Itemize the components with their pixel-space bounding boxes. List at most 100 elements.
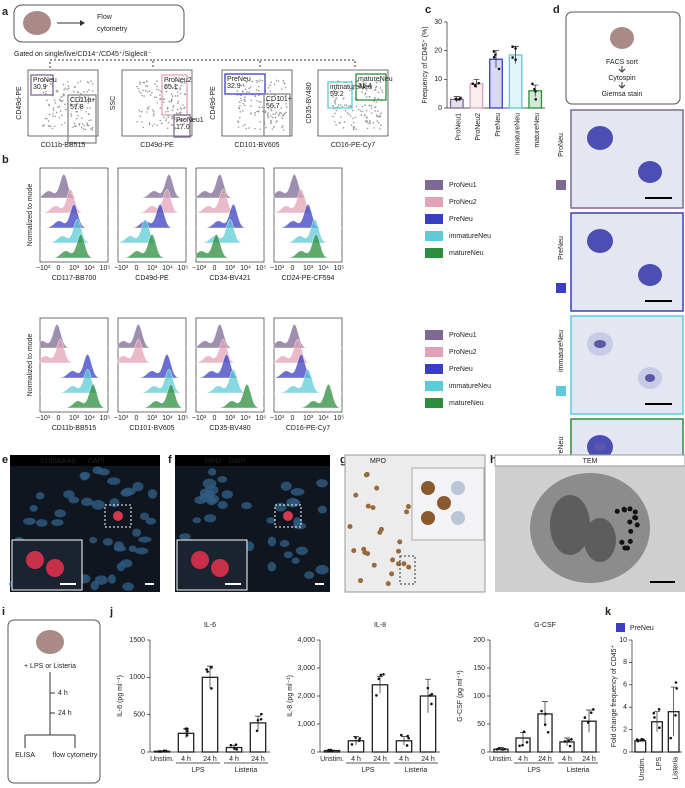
x-tick-label: 10⁵ [256, 265, 267, 272]
event-dot [176, 95, 179, 97]
replicate-dot [642, 738, 645, 742]
nucleus [594, 340, 606, 348]
x-tick-label: 0 [213, 415, 217, 422]
replicate-dot [377, 677, 381, 681]
event-dot [176, 79, 178, 82]
event-dot [369, 122, 371, 125]
event-dot [77, 114, 79, 117]
event-dot [369, 84, 371, 86]
event-dot [240, 94, 242, 96]
nucleus [217, 500, 228, 510]
event-dot [242, 125, 245, 127]
event-dot [179, 124, 181, 126]
event-dot [53, 99, 56, 102]
event-dot [159, 119, 162, 122]
cell [370, 505, 376, 511]
x-tick-label: 10⁵ [256, 415, 267, 422]
nucleus [645, 374, 655, 382]
x-tick-label: 24 h [373, 756, 387, 763]
event-dot [48, 103, 50, 106]
panel-letter: g [340, 454, 347, 466]
event-dot [179, 92, 182, 95]
legend-label: immatureNeu [449, 383, 491, 390]
event-dot [345, 104, 348, 106]
event-dot [270, 122, 272, 124]
gate-value: 17.0 [176, 124, 190, 131]
legend-swatch [425, 364, 443, 374]
event-dot [60, 114, 63, 117]
event-dot [260, 101, 262, 103]
x-tick-label: 10³ [303, 265, 314, 272]
x-tick-label: 10³ [225, 265, 236, 272]
cell [396, 548, 402, 554]
replicate-dot [186, 730, 189, 733]
replicate-dot [669, 736, 672, 740]
event-dot [351, 109, 354, 112]
event-dot [144, 89, 147, 92]
event-dot [141, 94, 143, 97]
nucleus [109, 498, 120, 508]
event-dot [178, 112, 181, 114]
event-dot [165, 118, 168, 120]
legend-label: PreNeu [449, 216, 473, 223]
gate-value: 32.9 [227, 83, 241, 90]
granule [632, 509, 638, 515]
replicate-dot [206, 670, 209, 673]
event-dot [265, 126, 267, 129]
event-dot [162, 101, 165, 103]
gating-text: Gated on single/live/CD14⁻/CD45⁺/Siglec8… [14, 51, 151, 58]
replicate-dot [260, 712, 263, 716]
legend-swatch [616, 623, 625, 632]
event-dot [359, 85, 361, 88]
event-dot [337, 87, 340, 90]
event-dot [261, 106, 264, 108]
nucleus [291, 557, 300, 564]
gate-name: ProNeu [33, 77, 57, 84]
event-dot [154, 83, 156, 85]
event-dot [167, 79, 170, 82]
event-dot [148, 123, 151, 125]
event-dot [256, 81, 259, 84]
event-dot [362, 80, 364, 83]
granule [619, 539, 625, 545]
granule [627, 506, 633, 512]
replicate-dot [591, 708, 595, 711]
event-dot [254, 95, 257, 98]
event-dot [363, 114, 366, 117]
event-dot [156, 102, 158, 104]
event-dot [374, 79, 377, 82]
event-dot [73, 90, 75, 93]
event-dot [278, 113, 281, 115]
event-dot [261, 79, 264, 82]
event-dot [63, 88, 65, 91]
event-dot [370, 107, 373, 109]
replicate-dot [357, 739, 361, 742]
event-dot [138, 109, 141, 112]
x-tick-label: 0 [135, 415, 139, 422]
event-dot [355, 128, 357, 131]
event-dot [344, 109, 347, 112]
event-dot [372, 122, 375, 124]
event-dot [45, 117, 48, 120]
event-dot [240, 99, 243, 102]
replicate-dot [567, 739, 571, 742]
event-dot [374, 106, 376, 108]
event-dot [267, 115, 269, 117]
event-dot [183, 122, 185, 125]
cell [397, 539, 403, 545]
event-dot [236, 120, 239, 123]
replicate-dot [563, 740, 567, 743]
cell [374, 485, 380, 491]
panel-letter: i [2, 606, 5, 618]
event-dot [271, 116, 274, 119]
histogram [40, 353, 108, 379]
x-tick-label: matureNeu [534, 113, 541, 148]
replicate-dot [350, 743, 354, 746]
nucleus [584, 518, 616, 562]
y-tick-label: 4,000 [297, 637, 315, 644]
nucleus [283, 551, 293, 559]
y-axis-label: Normalized to mode [27, 334, 34, 397]
nucleus [107, 477, 121, 485]
event-dot [62, 100, 64, 102]
x-tick-label: 0 [135, 265, 139, 272]
